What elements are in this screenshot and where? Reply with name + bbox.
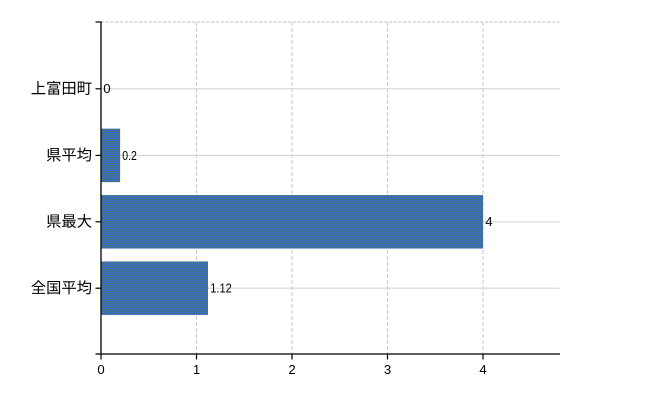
svg-text:4: 4 bbox=[485, 214, 492, 229]
svg-text:0: 0 bbox=[97, 362, 104, 377]
svg-text:0.2: 0.2 bbox=[122, 148, 137, 163]
svg-text:1.12: 1.12 bbox=[210, 281, 232, 296]
svg-text:2: 2 bbox=[288, 362, 295, 377]
svg-text:0: 0 bbox=[103, 81, 110, 96]
svg-text:3: 3 bbox=[384, 362, 391, 377]
svg-text:1: 1 bbox=[193, 362, 200, 377]
svg-text:4: 4 bbox=[479, 362, 486, 377]
